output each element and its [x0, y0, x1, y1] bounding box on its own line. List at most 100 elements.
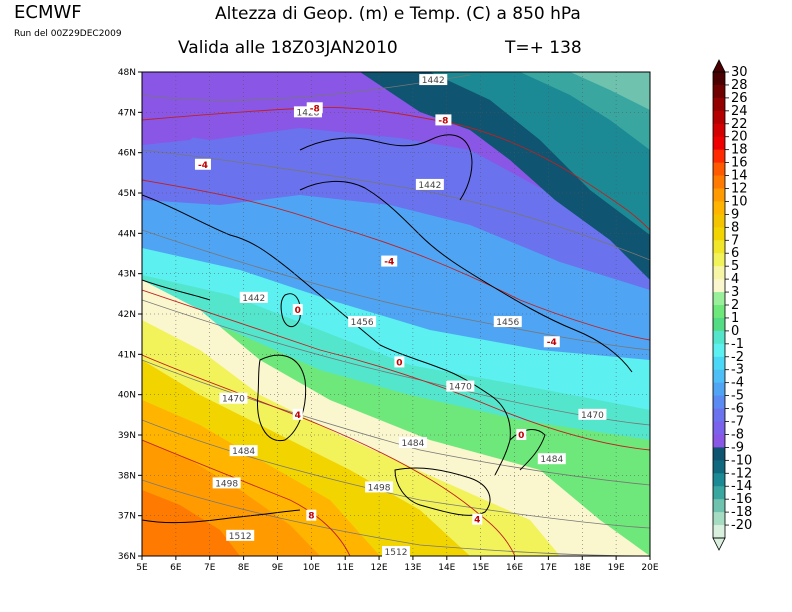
colorbar-swatch [713, 149, 725, 164]
height-label-box [348, 316, 377, 328]
temperature-contour-label: -8 [438, 116, 448, 126]
height-label-box [493, 316, 522, 328]
lon-tick-label: 6E [170, 563, 182, 573]
colorbar-level-label: 5 [731, 259, 739, 274]
colorbar-swatch [713, 317, 725, 332]
colorbar-level-label: 20 [731, 130, 748, 145]
colorbar-level-label: 4 [731, 272, 739, 287]
height-label-box [446, 380, 475, 392]
temp-label-box [516, 429, 527, 440]
temperature-contour-label: 0 [295, 306, 301, 316]
lat-tick-label: 39N [118, 431, 136, 441]
height-contour-label: 1442 [242, 294, 265, 304]
temperature-contour-label: 0 [396, 358, 402, 368]
colorbar-level-label: 9 [731, 207, 739, 222]
colorbar-swatch [713, 162, 725, 176]
height-label-box [226, 529, 255, 541]
temp-label-box [381, 255, 398, 267]
colorbar-swatch [713, 279, 725, 293]
colorbar-swatch [713, 525, 725, 539]
colorbar-swatch [713, 175, 725, 189]
lon-tick-label: 13E [404, 563, 421, 573]
height-contour-label: 1456 [496, 318, 519, 328]
colorbar-swatch [713, 214, 725, 228]
colorbar-level-label: -1 [731, 337, 744, 352]
height-label-box [212, 477, 241, 489]
colorbar-level-label: -16 [731, 492, 752, 507]
colorbar-swatch [713, 343, 725, 358]
height-contour-label: 1484 [540, 455, 563, 465]
temp-label-box [543, 336, 560, 348]
colorbar-swatch [713, 84, 725, 99]
colorbar-swatch [713, 369, 725, 384]
lon-tick-label: 14E [438, 563, 455, 573]
height-contour-label: 1512 [385, 548, 408, 558]
colorbar-level-label: -12 [731, 466, 752, 481]
temp-label-box [292, 408, 303, 420]
temperature-contour-label: -8 [310, 104, 320, 114]
colorbar-level-label: -20 [731, 518, 752, 533]
map-title: Altezza di Geop. (m) e Temp. (C) a 850 h… [215, 4, 581, 24]
colorbar-level-label: 3 [731, 285, 739, 300]
height-contour-label: 1456 [351, 318, 374, 328]
height-contour-label: 1442 [418, 181, 441, 191]
height-contour-label: 1470 [449, 383, 472, 393]
lat-tick-label: 44N [118, 229, 136, 239]
colorbar-level-label: 30 [731, 65, 748, 80]
colorbar-level-label: 18 [731, 143, 748, 158]
colorbar-swatch [713, 110, 725, 125]
height-label-box [365, 481, 394, 493]
colorbar-swatch [713, 123, 725, 138]
height-contour-label: 1484 [232, 447, 255, 457]
temp-label-box [306, 102, 323, 114]
colorbar-swatch [713, 240, 725, 254]
colorbar-swatch [713, 434, 725, 448]
colorbar-level-label: 12 [731, 182, 748, 197]
latitude-axis: 48N 47N 46N 45N 44N 43N 42N 41N 40N 39N 38N 37N 36N [118, 68, 142, 562]
height-contour-label: 1442 [422, 76, 445, 86]
colorbar-level-label: -4 [731, 376, 744, 391]
colorbar-swatch [713, 253, 725, 267]
colorbar-swatch [713, 512, 725, 526]
colorbar-swatch [713, 408, 725, 422]
lon-tick-label: 18E [574, 563, 591, 573]
lon-tick-label: 20E [641, 563, 658, 573]
colorbar-swatch [713, 356, 725, 371]
lat-tick-label: 42N [118, 310, 136, 320]
lat-tick-label: 45N [118, 189, 136, 199]
colorbar-swatch [713, 447, 725, 461]
lon-tick-label: 16E [506, 563, 523, 573]
colorbar-level-label: 2 [731, 298, 739, 313]
height-contour-label: 1484 [401, 439, 424, 449]
colorbar-bottom-arrow [712, 537, 726, 551]
temperature-contour-label: -4 [547, 338, 557, 348]
colorbar-swatch [713, 72, 725, 86]
colorbar-level-label: -7 [731, 415, 744, 430]
colorbar-swatch [713, 227, 725, 241]
colorbar-level-label: 6 [731, 246, 739, 261]
lon-tick-label: 8E [238, 563, 250, 573]
colorbar-swatch [713, 395, 725, 409]
temperature-contour-label: 8 [308, 512, 314, 522]
height-label-box [229, 445, 258, 457]
colorbar-swatch [713, 473, 725, 487]
temp-label-box [306, 509, 317, 521]
colorbar-level-label: 7 [731, 233, 739, 248]
run-label: Run del 00Z29DEC2009 [14, 29, 122, 39]
lon-tick-label: 9E [272, 563, 284, 573]
colorbar-level-label: -9 [731, 440, 744, 455]
colorbar-level-label: 1 [731, 311, 739, 326]
lon-tick-label: 10E [303, 563, 320, 573]
temp-label-layer: -8 -8 -4 -4 -4 0 0 0 4 4 8 [194, 102, 560, 526]
colorbar-swatch [713, 499, 725, 513]
height-label-box [239, 291, 268, 303]
colorbar-top-arrow [712, 59, 726, 73]
colorbar-swatch [713, 188, 725, 202]
lat-tick-label: 41N [118, 350, 136, 360]
height-label-box [398, 437, 427, 449]
colorbar-level-label: 10 [731, 194, 748, 209]
temperature-contour-label: -4 [198, 161, 208, 171]
colorbar-level-label: 8 [731, 220, 739, 235]
lat-tick-label: 40N [118, 391, 136, 401]
